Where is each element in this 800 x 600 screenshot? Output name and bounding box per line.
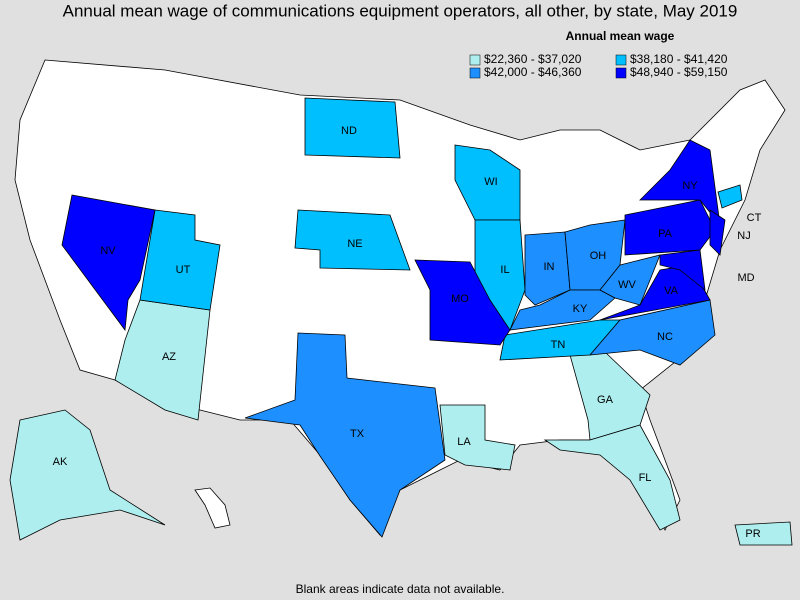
state-label: NE	[347, 238, 362, 250]
state	[244, 332, 446, 538]
state	[659, 249, 706, 291]
state	[717, 184, 743, 209]
legend-swatch	[469, 67, 481, 79]
state-label: WV	[618, 279, 636, 291]
state	[304, 97, 401, 159]
legend-swatch	[615, 67, 627, 79]
hawaii	[194, 487, 231, 529]
state	[589, 299, 716, 366]
state-label: LA	[457, 436, 471, 448]
legend-swatch	[615, 54, 627, 66]
state-label: MD	[737, 272, 754, 284]
state-label: TN	[551, 339, 566, 351]
state-label: AK	[53, 456, 68, 468]
footnote: Blank areas indicate data not available.	[296, 582, 505, 596]
state-label: GA	[597, 394, 614, 406]
state-label: KY	[573, 303, 588, 315]
state-labels: AK AZ LA GA FL PR ND NE UT WI IL TN CT T…	[53, 125, 762, 540]
state-label: IL	[500, 264, 509, 276]
legend-swatch	[469, 54, 481, 66]
state-label: NY	[682, 180, 698, 192]
legend-label: $38,180 - $41,420	[630, 52, 728, 66]
state	[524, 231, 571, 306]
legend: $22,360 - $37,020 $38,180 - $41,420 $42,00…	[469, 52, 728, 79]
state	[624, 199, 716, 256]
state	[709, 209, 726, 256]
state	[294, 209, 411, 271]
state	[734, 521, 793, 546]
state-label: FL	[639, 472, 652, 484]
state	[439, 404, 516, 471]
state	[61, 194, 156, 332]
state-label: OH	[590, 250, 607, 262]
state-label: WI	[484, 176, 497, 188]
legend-label: $22,360 - $37,020	[484, 52, 582, 66]
map-title: Annual mean wage of communications equip…	[63, 1, 738, 20]
state-label: AZ	[162, 351, 176, 363]
state-label: IN	[544, 261, 555, 273]
legend-label: $42,000 - $46,360	[484, 65, 582, 79]
state-label: UT	[176, 264, 191, 276]
state-label: NJ	[737, 230, 750, 242]
state-label: VA	[664, 285, 679, 297]
state-label: PR	[745, 528, 760, 540]
state-label: NC	[657, 331, 673, 343]
state-label: MO	[451, 293, 469, 305]
state-label: PA	[658, 228, 673, 240]
states	[9, 97, 793, 546]
state-label: ND	[341, 125, 357, 137]
legend-title: Annual mean wage	[566, 29, 675, 43]
state	[414, 259, 511, 346]
state-label: NV	[100, 245, 116, 257]
state-label: TX	[350, 428, 365, 440]
state	[9, 409, 166, 541]
state	[139, 209, 221, 311]
state	[543, 424, 681, 531]
state-label: CT	[747, 212, 762, 224]
legend-label: $48,940 - $59,150	[630, 65, 728, 79]
